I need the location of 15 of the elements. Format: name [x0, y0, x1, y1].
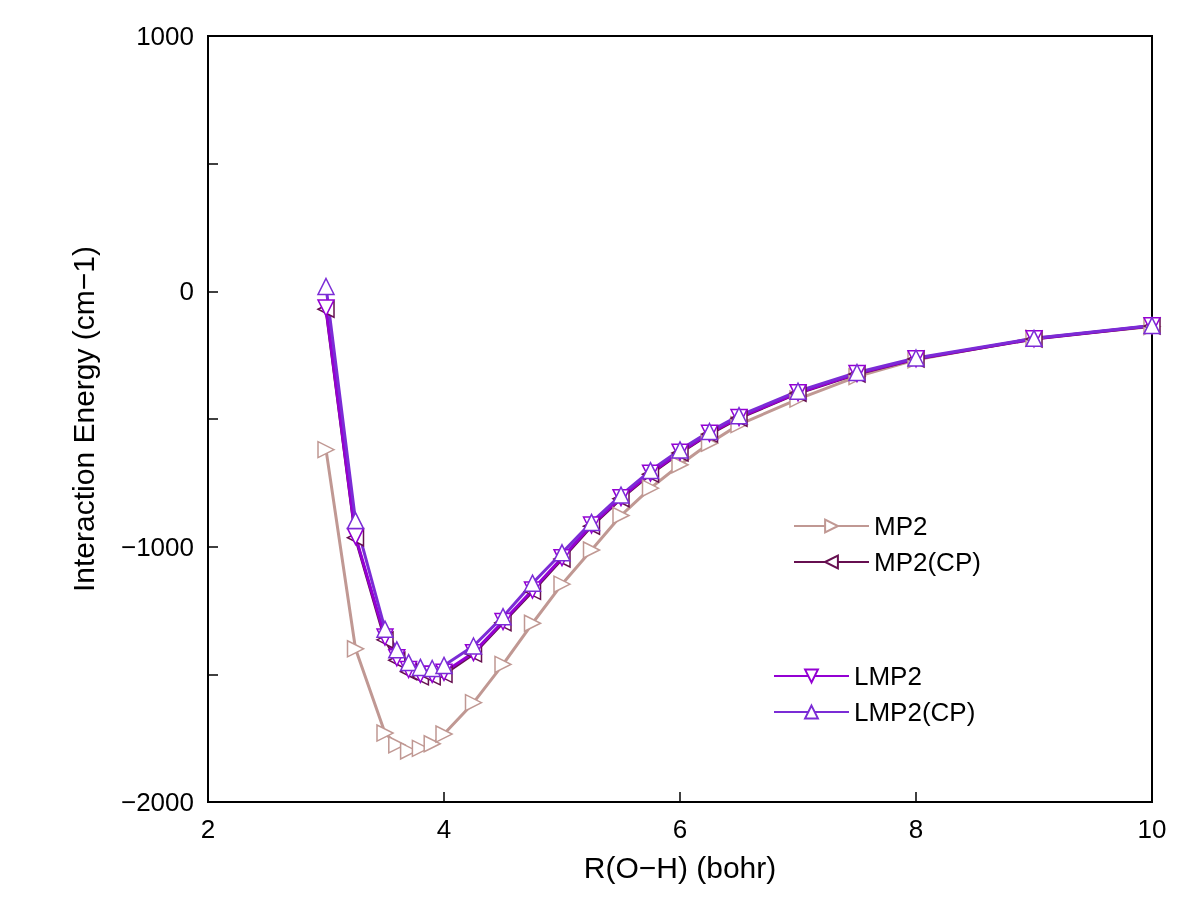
- legend-label: MP2(CP): [874, 547, 981, 577]
- x-tick-label: 4: [436, 814, 452, 844]
- x-tick-label: 6: [672, 814, 688, 844]
- x-tick-label: 2: [200, 814, 216, 844]
- y-tick-label: −2000: [120, 787, 194, 817]
- x-tick-label: 10: [1137, 814, 1167, 844]
- x-axis-title: R(O−H) (bohr): [583, 850, 777, 884]
- legend-label: MP2: [874, 511, 928, 541]
- y-tick-label: 0: [179, 276, 194, 307]
- y-tick-label: −1000: [120, 531, 194, 562]
- legend-label: LMP2(CP): [854, 697, 976, 727]
- y-axis-title: Interaction Energy (cm−1): [66, 246, 100, 592]
- legend-label: LMP2: [854, 661, 922, 691]
- y-tick-label: 1000: [136, 21, 194, 51]
- x-tick-label: 8: [908, 814, 924, 844]
